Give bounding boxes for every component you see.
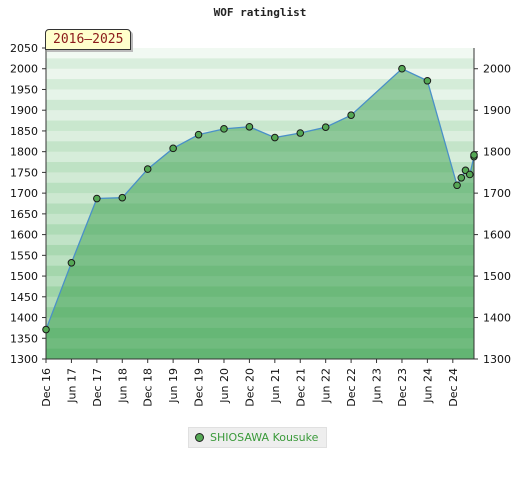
background-band: [46, 234, 474, 246]
x-tick-label: Dec 24: [447, 368, 460, 407]
x-tick-label: Jun 20: [218, 368, 231, 404]
data-point: [220, 125, 228, 133]
x-tick-label: Jun 19: [167, 368, 180, 404]
background-band: [46, 182, 474, 194]
legend-label: SHIOSAWA Kousuke: [210, 431, 319, 444]
y-tick-label-left: 1850: [10, 125, 38, 138]
background-band: [46, 130, 474, 142]
x-tick-label: Jun 21: [269, 368, 282, 404]
y-tick-label-left: 1550: [10, 249, 38, 262]
data-point: [67, 258, 76, 267]
x-tick-label: Dec 18: [142, 368, 155, 407]
background-band: [46, 307, 474, 319]
data-point: [423, 76, 432, 85]
data-point: [143, 165, 152, 173]
background-band: [46, 99, 474, 111]
y-tick-label-left: 2050: [10, 42, 38, 55]
data-point: [118, 193, 127, 202]
legend[interactable]: SHIOSAWA Kousuke: [188, 427, 328, 448]
y-tick-label-right: 1600: [483, 229, 511, 242]
background-band: [46, 286, 474, 298]
data-point: [245, 122, 254, 131]
y-tick-label-right: 2000: [483, 63, 511, 76]
y-tick-label-left: 1900: [10, 104, 38, 117]
data-point: [347, 111, 355, 119]
series-area: [46, 68, 474, 359]
y-tick-label-left: 1450: [10, 291, 38, 304]
y-tick-label-left: 1950: [10, 83, 38, 96]
data-point: [296, 129, 305, 137]
data-point: [457, 173, 466, 182]
chart-title: WOF ratinglist: [213, 6, 307, 19]
background-band: [46, 162, 474, 173]
y-tick-label-right: 1900: [483, 104, 511, 117]
x-tick-label: Dec 17: [91, 368, 104, 407]
background-band: [46, 276, 474, 287]
background-band: [46, 68, 474, 80]
y-tick-label-left: 1600: [10, 229, 38, 242]
y-tick-label-left: 1350: [10, 332, 38, 345]
x-tick-label: Dec 21: [294, 368, 307, 407]
y-tick-label-left: 1750: [10, 166, 38, 179]
x-tick-label: Dec 16: [40, 368, 53, 407]
background-band: [46, 265, 474, 277]
data-point: [271, 133, 279, 142]
background-band: [46, 327, 474, 339]
background-band: [46, 338, 474, 350]
background-band: [46, 58, 474, 70]
data-point: [398, 64, 406, 73]
background-band: [46, 193, 474, 204]
legend-marker: [195, 433, 204, 442]
data-point: [169, 144, 177, 153]
y-tick-label-right: 1400: [483, 312, 511, 325]
y-tick-label-right: 1800: [483, 146, 511, 159]
x-tick-label: Jun 17: [65, 368, 78, 404]
x-tick-label: Dec 19: [193, 368, 206, 407]
y-tick-label-left: 1500: [10, 270, 38, 283]
data-point: [453, 181, 461, 190]
background-band: [46, 48, 474, 59]
background-band: [46, 79, 474, 90]
background-band: [46, 296, 474, 308]
y-tick-label-left: 1700: [10, 187, 38, 200]
data-point: [470, 151, 478, 159]
data-point: [321, 123, 330, 132]
x-tick-label: Dec 22: [345, 368, 358, 407]
background-band: [46, 255, 474, 267]
background-band: [46, 141, 474, 153]
y-tick-label-left: 1650: [10, 208, 38, 221]
background-band: [46, 244, 474, 256]
background-band: [46, 89, 474, 101]
y-tick-label-left: 1300: [10, 353, 38, 366]
data-point: [42, 325, 50, 334]
background-band: [46, 120, 474, 132]
data-point: [93, 194, 101, 203]
background-band: [46, 172, 474, 184]
background-band: [46, 213, 474, 225]
y-tick-label-right: 1500: [483, 270, 511, 283]
data-point: [465, 170, 474, 179]
y-tick-label-left: 1800: [10, 146, 38, 159]
y-tick-label-left: 1400: [10, 312, 38, 325]
background-band: [46, 348, 474, 360]
background-band: [46, 224, 474, 236]
x-tick-label: Jun 24: [421, 368, 434, 404]
x-tick-label: Jun 23: [371, 368, 384, 404]
background-band: [46, 203, 474, 215]
x-tick-label: Jun 22: [320, 368, 333, 404]
x-tick-label: Dec 20: [243, 368, 256, 407]
x-tick-label: Dec 23: [396, 368, 409, 407]
y-tick-label-right: 1300: [483, 353, 511, 366]
background-band: [46, 110, 474, 122]
background-band: [46, 317, 474, 329]
data-point: [194, 130, 203, 139]
x-tick-label: Jun 18: [116, 368, 129, 404]
y-tick-label-right: 1700: [483, 187, 511, 200]
period-badge: 2016–2025: [45, 29, 132, 50]
y-tick-label-left: 2000: [10, 63, 38, 76]
background-band: [46, 151, 474, 163]
